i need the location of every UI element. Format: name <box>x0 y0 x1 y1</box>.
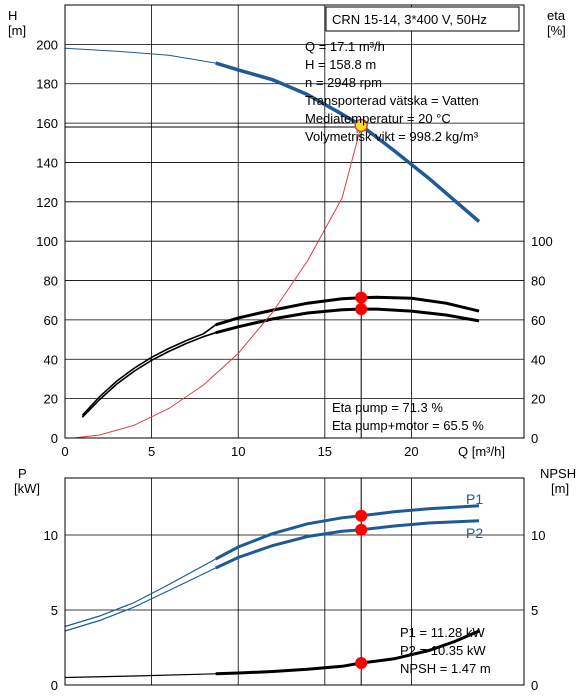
p-axis-label-line2: [kW] <box>14 481 40 496</box>
npsh-tick-label: 5 <box>531 603 538 618</box>
efficiency-point-marker <box>355 291 368 304</box>
h-tick-label: 20 <box>44 392 58 407</box>
top-markers <box>354 118 368 316</box>
q-tick-label: 15 <box>318 444 332 459</box>
q-tick-label: 5 <box>148 444 155 459</box>
npsh-tick-label: 10 <box>531 528 545 543</box>
h-tick-label: 140 <box>36 155 58 170</box>
bottom-markers <box>355 509 368 669</box>
eta-tick-label: 100 <box>531 234 553 249</box>
npsh-operating-range <box>215 629 480 676</box>
eta-tick-label: 80 <box>531 274 545 289</box>
eta_pump-curve <box>81 296 480 416</box>
h-axis-label-line2: [m] <box>8 23 26 38</box>
bottom-curves <box>64 504 480 679</box>
eta-tick-label: 40 <box>531 352 545 367</box>
h-tick-label: 100 <box>36 234 58 249</box>
q-tick-label: 10 <box>231 444 245 459</box>
npsh-axis-label-line2: [m] <box>551 481 569 496</box>
info-speed: n = 2948 rpm <box>305 75 382 90</box>
top-gridlines <box>64 5 524 439</box>
p-tick-label: 0 <box>51 678 58 693</box>
h-tick-label: 40 <box>44 352 58 367</box>
q-tick-label: 0 <box>61 444 68 459</box>
h-axis-label-line1: H <box>8 8 17 23</box>
p1-readout: P1 = 11.28 kW <box>400 625 485 640</box>
legend-p2: P2 <box>466 525 483 541</box>
npsh-readout: NPSH = 1.47 m <box>400 661 491 676</box>
h-tick-label: 80 <box>44 274 58 289</box>
operating-point-guides <box>65 125 362 438</box>
p-axis-label-line1: P <box>18 466 27 481</box>
power-point-marker <box>355 523 368 536</box>
info-flow: Q = 17.1 m³/h <box>305 39 385 54</box>
eta-pump-motor-readout: Eta pump+motor = 65.5 % <box>332 418 484 433</box>
info-density: Volymetrisk vikt = 998.2 kg/m³ <box>305 129 479 144</box>
p1-operating-range <box>214 504 480 561</box>
eta-pump-readout: Eta pump = 71.3 % <box>332 400 443 415</box>
info-temperature: Mediatemperatur = 20 °C <box>305 111 451 126</box>
top-plot-frame <box>64 4 525 439</box>
power-point-marker <box>355 509 368 522</box>
p-tick-label: 5 <box>51 603 58 618</box>
eta-tick-label: 60 <box>531 313 545 328</box>
legend-p1: P1 <box>466 491 483 507</box>
h-tick-label: 200 <box>36 37 58 52</box>
q-tick-label: 20 <box>404 444 418 459</box>
eta-tick-label: 20 <box>531 392 545 407</box>
h-tick-label: 0 <box>51 431 58 446</box>
top-tick-labels: 0 20 40 60 80 100 120 140 160 180 200 0 20 40 60 80 100 0… <box>36 37 552 459</box>
h-tick-label: 180 <box>36 77 58 92</box>
p2-operating-range <box>215 519 480 570</box>
bottom-plot-frame <box>64 477 525 686</box>
eta-axis-label-line2: [%] <box>547 23 566 38</box>
top-curves <box>64 47 481 439</box>
p2-readout: P2 = 10.35 kW <box>400 643 486 658</box>
bottom-tick-labels: 0 5 10 0 5 10 <box>44 528 546 693</box>
p2-curve <box>64 520 480 632</box>
h-tick-label: 160 <box>36 116 58 131</box>
h-tick-label: 60 <box>44 313 58 328</box>
npsh-tick-label: 0 <box>531 678 538 693</box>
efficiency-point-marker <box>355 303 368 316</box>
info-head: H = 158.8 m <box>305 57 376 72</box>
p-tick-label: 10 <box>44 528 58 543</box>
h-tick-label: 120 <box>36 195 58 210</box>
x-axis-label: Q [m³/h] <box>458 444 505 459</box>
npsh-axis-label-line1: NPSH <box>540 466 576 481</box>
title-box <box>325 6 520 32</box>
eta-axis-label-line1: eta <box>547 8 566 23</box>
power-npsh-panel: 0 5 10 0 5 10 P [kW] NPSH [m] P1 P2 P1 = 11.2… <box>14 466 576 693</box>
head-efficiency-panel: 0 20 40 60 80 100 120 140 160 180 200 0 20 40 60 80 100 0… <box>8 4 566 459</box>
eta_pump_motor-operating-range <box>215 307 480 335</box>
eta-tick-label: 0 <box>531 431 538 446</box>
h_curve-operating-range <box>215 61 481 223</box>
system-curve <box>73 125 362 439</box>
chart-title: CRN 15-14, 3*400 V, 50Hz <box>332 12 487 27</box>
power-point-marker <box>355 656 368 669</box>
info-liquid: Transporterad vätska = Vatten <box>305 93 479 108</box>
eta_pump-operating-range <box>215 295 480 327</box>
duty-point-marker <box>354 118 368 133</box>
